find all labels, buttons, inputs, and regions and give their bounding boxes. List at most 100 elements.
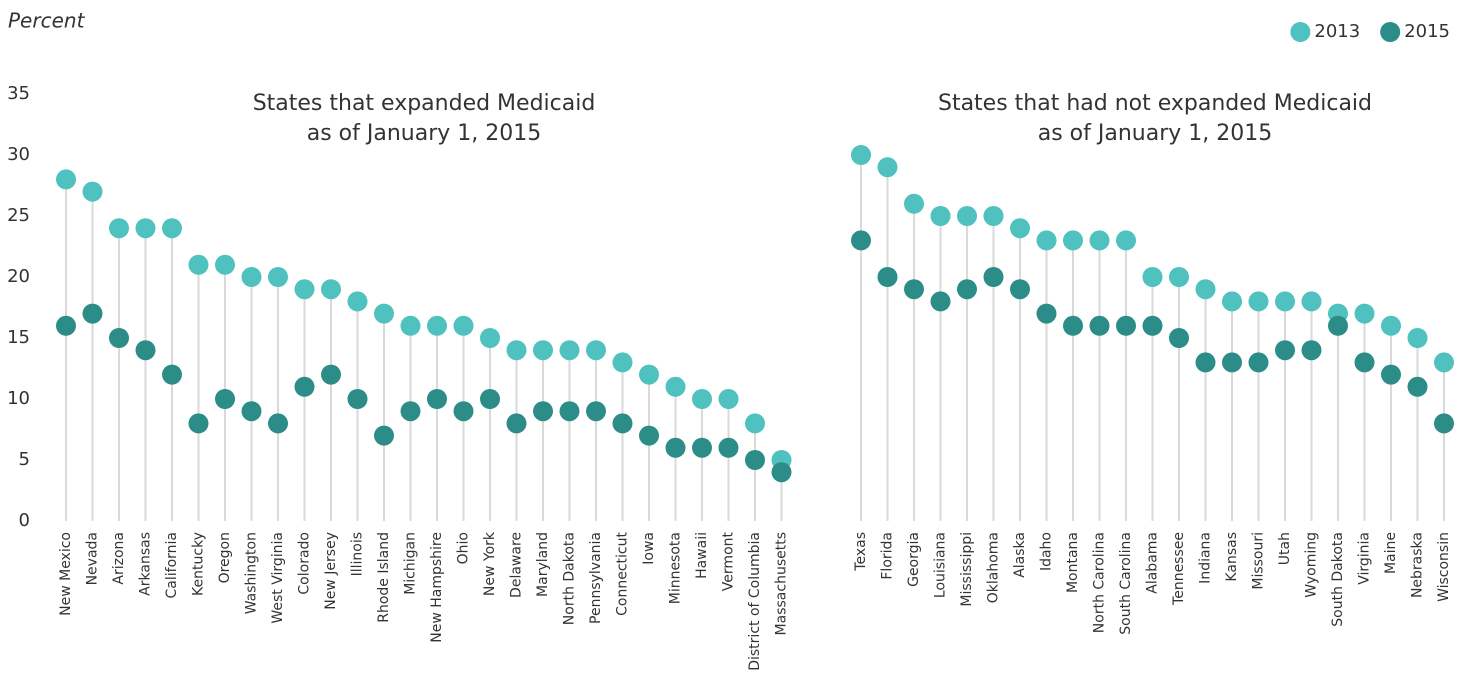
dot	[1142, 267, 1163, 287]
x-tick-label: Colorado	[297, 532, 313, 595]
x-tick-label: Alabama	[1145, 532, 1161, 594]
dot	[506, 340, 527, 361]
dot	[904, 279, 924, 300]
dot	[1142, 315, 1163, 336]
dot	[1354, 303, 1375, 324]
dot	[135, 218, 156, 239]
dot	[559, 401, 580, 422]
dot	[1248, 352, 1269, 373]
dot	[612, 352, 633, 373]
dot	[1089, 315, 1110, 336]
panel-title: States that had not expanded Medicaid	[938, 91, 1372, 116]
dot	[268, 267, 288, 287]
x-tick-label: Wyoming	[1304, 532, 1320, 598]
dot	[215, 389, 235, 409]
dot	[745, 450, 765, 470]
y-tick-label: 10	[7, 388, 30, 409]
x-tick-label: Montana	[1065, 532, 1081, 593]
dot	[533, 340, 553, 361]
dot	[400, 401, 421, 422]
dot	[718, 437, 739, 458]
x-tick-label: Virginia	[1357, 532, 1373, 585]
dot	[241, 401, 262, 422]
dot	[1195, 352, 1216, 373]
dot	[665, 376, 686, 397]
x-tick-label: Iowa	[641, 532, 657, 565]
dot	[1036, 230, 1057, 251]
x-tick-label: Texas	[853, 532, 869, 572]
x-tick-label: Michigan	[403, 532, 419, 595]
dot	[374, 425, 394, 446]
x-tick-label: New Hampshire	[429, 532, 445, 643]
dot	[665, 437, 686, 458]
x-tick-label: Massachusetts	[774, 532, 790, 635]
x-tick-label: Maine	[1383, 532, 1399, 574]
dot	[692, 437, 712, 458]
x-tick-label: Mississippi	[959, 532, 975, 607]
dot	[82, 181, 103, 202]
y-tick-label: 30	[7, 144, 30, 165]
dot	[1063, 315, 1083, 336]
dot	[374, 303, 394, 324]
x-tick-label: Oklahoma	[986, 532, 1002, 603]
x-tick-label: South Dakota	[1330, 532, 1346, 627]
dot	[1301, 291, 1322, 312]
dot	[1248, 291, 1269, 312]
dot	[56, 315, 76, 336]
panel-title: as of January 1, 2015	[1038, 121, 1273, 146]
y-tick-label: 25	[7, 205, 30, 226]
dot	[612, 413, 633, 434]
dot	[506, 413, 527, 434]
dot	[1116, 230, 1136, 251]
x-tick-label: California	[164, 532, 180, 598]
x-tick-label: Hawaii	[694, 532, 710, 579]
dot	[1354, 352, 1375, 373]
dot	[453, 315, 474, 336]
x-tick-label: Tennessee	[1171, 532, 1187, 606]
x-tick-label: Nevada	[85, 532, 101, 585]
dot	[321, 364, 341, 385]
dot	[1381, 315, 1401, 336]
y-tick-label: 5	[19, 449, 30, 470]
dot	[294, 376, 315, 397]
dot	[215, 254, 235, 275]
dot	[1301, 340, 1322, 361]
dot	[427, 389, 447, 409]
x-tick-label: Kentucky	[191, 532, 207, 596]
dot	[877, 267, 898, 287]
y-axis-label: Percent	[8, 9, 86, 33]
x-tick-label: Washington	[244, 532, 260, 614]
x-tick-label: Utah	[1277, 532, 1293, 565]
dot	[1169, 328, 1189, 348]
dot	[162, 364, 182, 385]
dot	[1169, 267, 1189, 287]
dot	[877, 157, 898, 178]
dot	[241, 267, 262, 287]
dot	[983, 206, 1004, 226]
dot	[718, 389, 739, 409]
dot	[639, 364, 659, 385]
x-tick-label: West Virginia	[270, 532, 286, 624]
dot	[268, 413, 288, 434]
x-tick-label: North Dakota	[562, 532, 578, 625]
dot	[930, 206, 951, 226]
dot	[162, 218, 182, 239]
dot	[82, 303, 103, 324]
dot	[983, 267, 1004, 287]
dot	[904, 193, 924, 214]
dot	[957, 206, 977, 226]
dot	[1381, 364, 1401, 385]
dot	[771, 462, 792, 483]
dot	[851, 145, 871, 165]
dot	[1089, 230, 1110, 251]
x-tick-label: Missouri	[1251, 532, 1267, 590]
dot	[586, 340, 606, 361]
dot	[427, 315, 447, 336]
dot	[1195, 279, 1216, 300]
dot	[294, 279, 315, 300]
dot	[1116, 315, 1136, 336]
x-tick-label: Oregon	[217, 532, 233, 583]
dot	[533, 401, 553, 422]
dot	[1010, 218, 1030, 239]
